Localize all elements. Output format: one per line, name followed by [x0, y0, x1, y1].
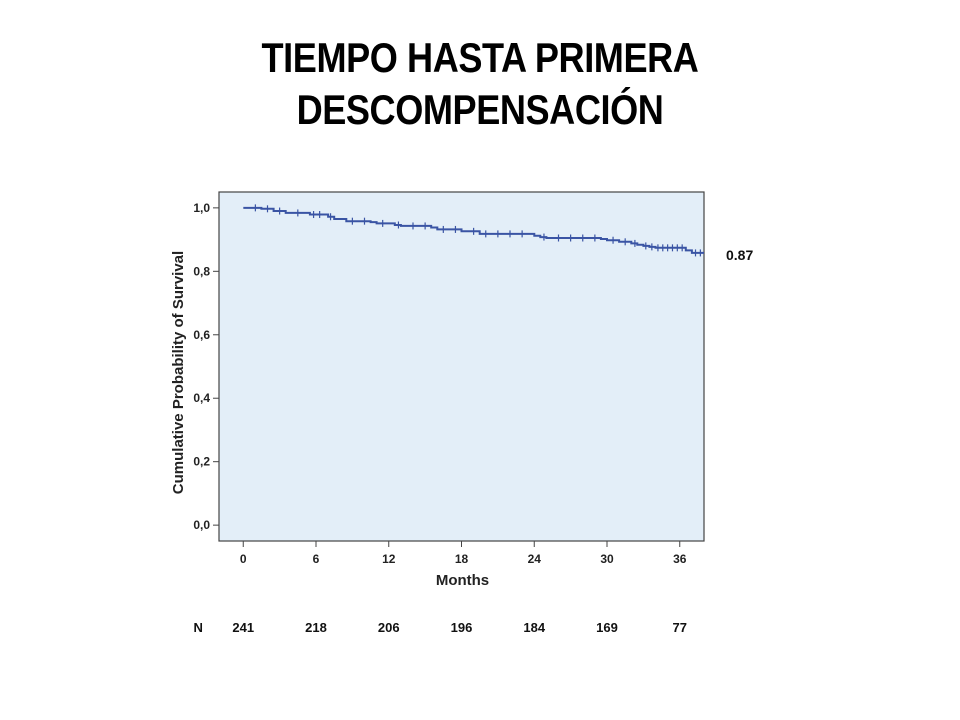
chart-title: TIEMPO HASTA PRIMERA DESCOMPENSACIÓN	[67, 32, 893, 136]
x-tick-label: 18	[455, 552, 469, 566]
y-tick-label: 0,2	[193, 455, 210, 469]
y-axis-title: Cumulative Probability of Survival	[170, 251, 187, 494]
y-tick-label: 0,6	[193, 328, 210, 342]
number-at-risk-value: 169	[596, 620, 618, 635]
number-at-risk-row: N 241 218 206 196 184 169 77	[194, 620, 687, 635]
number-at-risk-value: 241	[232, 620, 254, 635]
y-tick-label: 1,0	[193, 201, 210, 215]
x-tick-label: 30	[600, 552, 614, 566]
number-at-risk-value: 184	[523, 620, 545, 635]
x-tick-label: 0	[240, 552, 247, 566]
x-axis: 0 6 12 18 24 30 36	[240, 541, 687, 566]
number-at-risk-value: 196	[451, 620, 473, 635]
y-axis: 0,0 0,2 0,4 0,6 0,8 1,0	[193, 201, 219, 532]
survival-curve	[243, 206, 704, 254]
chart-title-line-1: TIEMPO HASTA PRIMERA	[261, 34, 699, 81]
x-tick-label: 12	[382, 552, 396, 566]
chart-title-line-2: DESCOMPENSACIÓN	[296, 86, 664, 133]
number-at-risk-value: 206	[378, 620, 400, 635]
number-at-risk-value: 77	[673, 620, 687, 635]
final-survival-annotation: 0.87	[726, 247, 753, 263]
number-at-risk-value: 218	[305, 620, 327, 635]
y-tick-label: 0,8	[193, 264, 210, 278]
plot-area	[218, 191, 705, 542]
x-tick-label: 6	[313, 552, 320, 566]
x-tick-label: 36	[673, 552, 687, 566]
x-tick-label: 24	[528, 552, 542, 566]
x-axis-title: Months	[436, 572, 489, 589]
y-tick-label: 0,4	[193, 391, 210, 405]
y-tick-label: 0,0	[193, 518, 210, 532]
survival-curve-group	[243, 204, 704, 257]
number-at-risk-label: N	[194, 620, 203, 635]
